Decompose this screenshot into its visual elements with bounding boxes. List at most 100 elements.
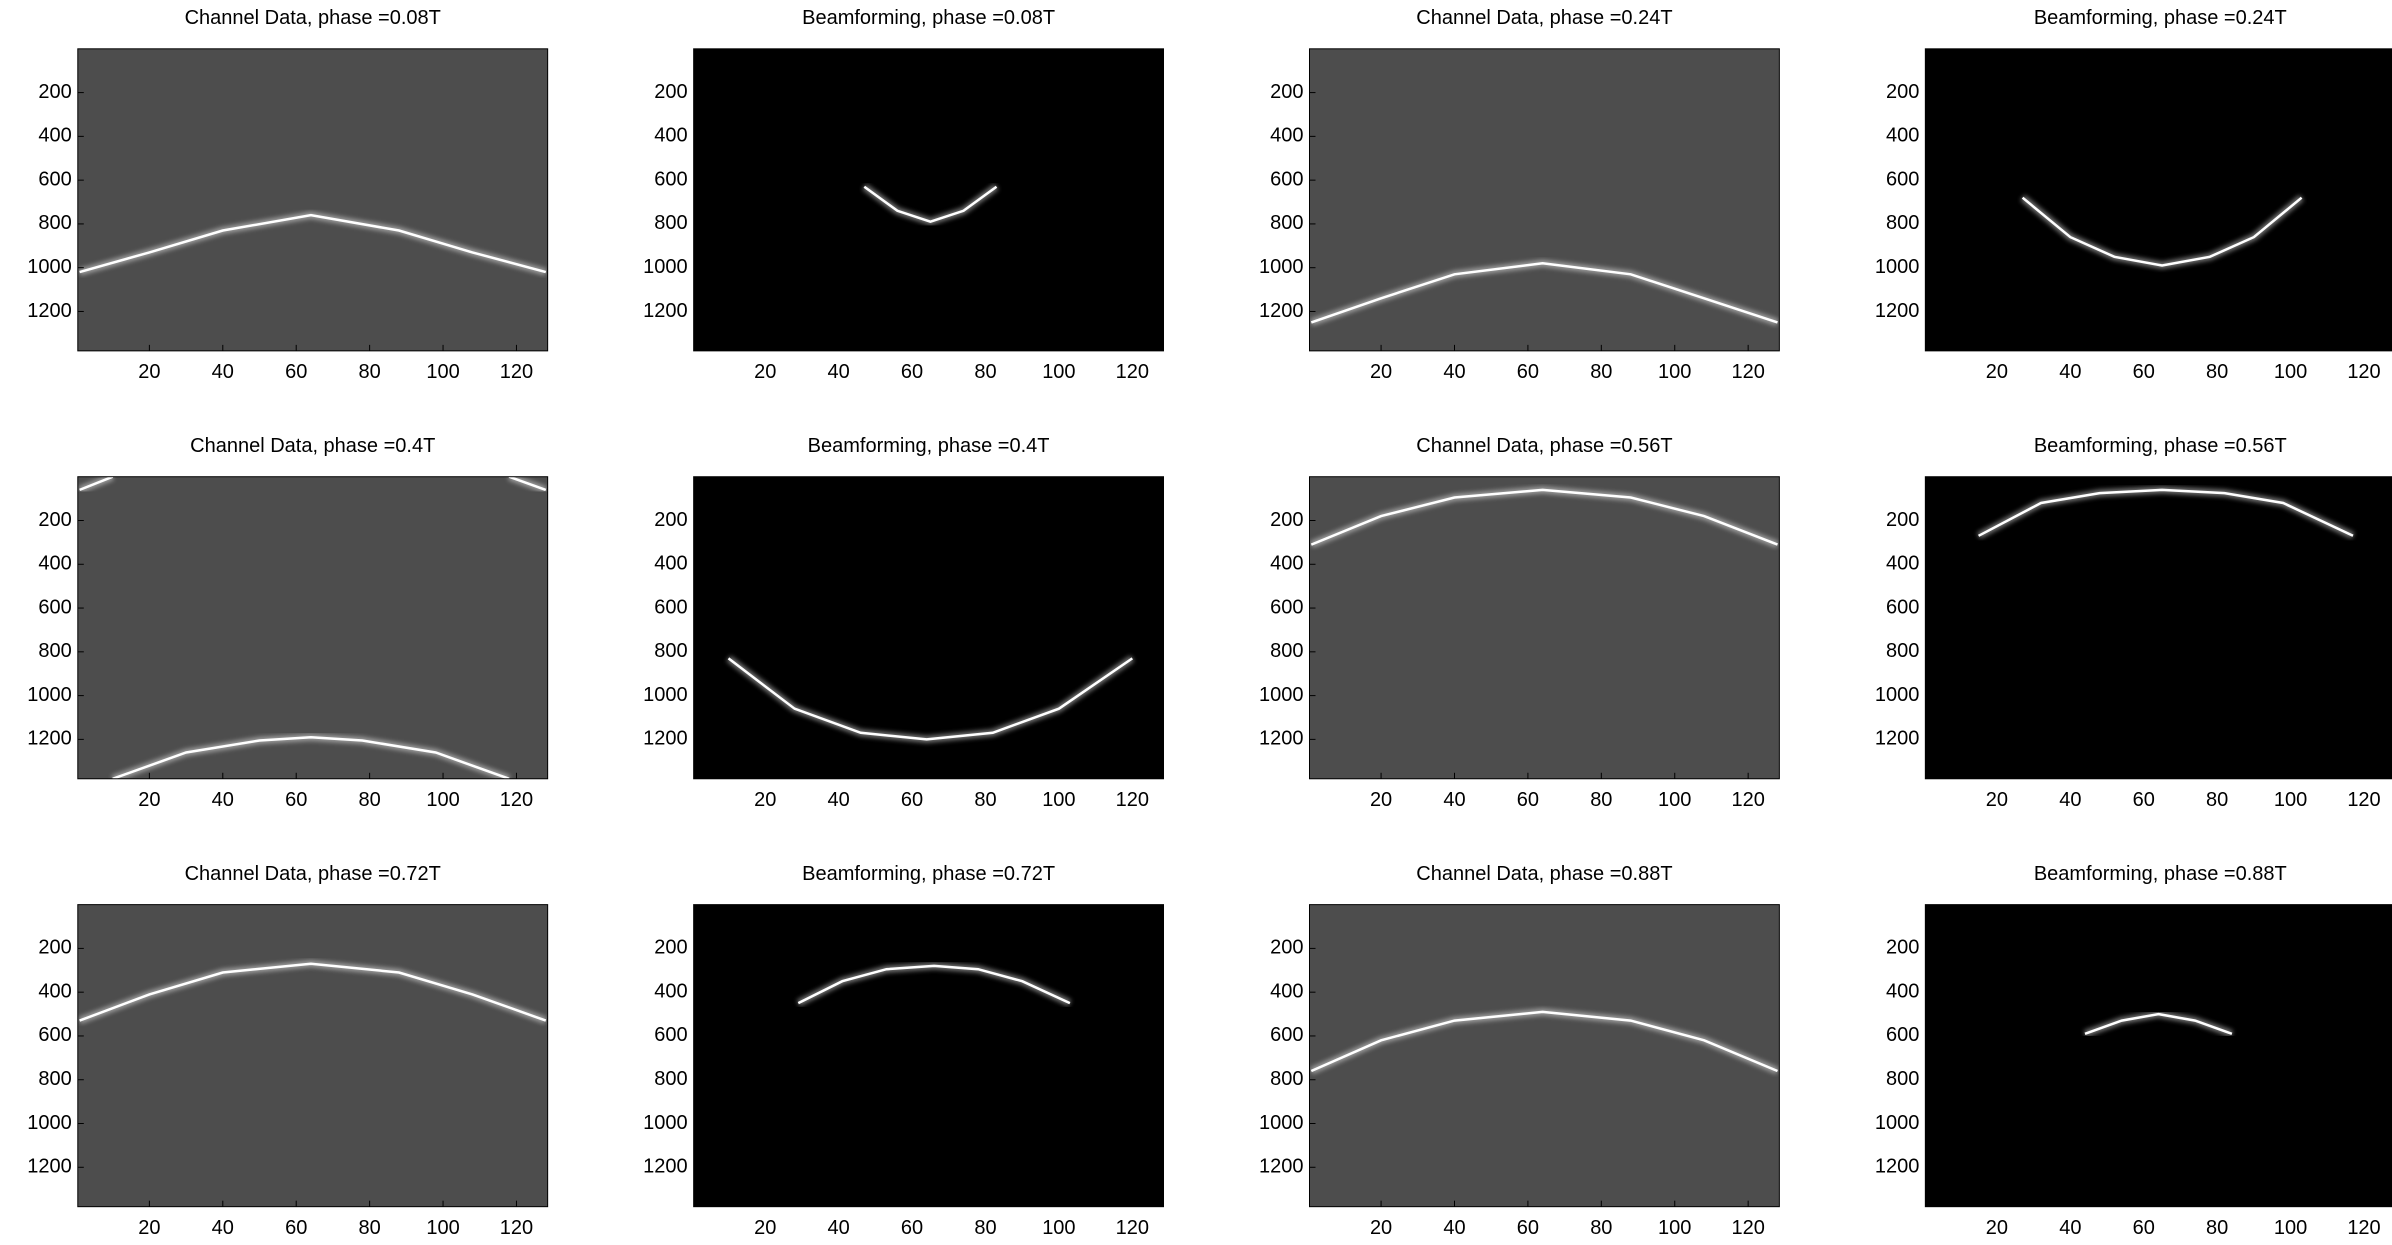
y-tick-label: 800 xyxy=(38,640,71,662)
y-tick-label: 1000 xyxy=(1259,256,1304,278)
x-tick-label: 80 xyxy=(359,361,381,383)
x-tick-label: 120 xyxy=(1731,1217,1764,1239)
x-tick-label: 60 xyxy=(901,789,923,811)
y-tick-label: 800 xyxy=(38,212,71,234)
x-tick-label: 100 xyxy=(1042,361,1075,383)
image-background xyxy=(693,904,1164,1207)
subplot-title: Beamforming, phase =0.4T xyxy=(808,435,1050,457)
y-tick-label: 200 xyxy=(1270,509,1303,531)
x-tick-label: 20 xyxy=(138,361,160,383)
subplot-title: Channel Data, phase =0.56T xyxy=(1416,435,1672,457)
x-tick-label: 100 xyxy=(1042,1217,1075,1239)
curve xyxy=(79,962,547,1022)
y-tick-label: 400 xyxy=(654,980,687,1002)
y-tick-label: 1200 xyxy=(27,300,72,322)
y-tick-label: 1000 xyxy=(643,1112,688,1134)
x-tick-label: 80 xyxy=(2206,789,2228,811)
curve xyxy=(79,476,547,492)
subplot-title: Channel Data, phase =0.4T xyxy=(190,435,435,457)
y-tick-label: 600 xyxy=(1886,596,1919,618)
y-tick-label: 800 xyxy=(1270,640,1303,662)
subplot: Channel Data, phase =0.4T 20 40 60 80 100 120 2… xyxy=(27,435,549,811)
x-tick-label: 40 xyxy=(2059,361,2081,383)
x-tick-label: 120 xyxy=(2347,789,2380,811)
image-background xyxy=(77,48,548,351)
x-tick-label: 100 xyxy=(2274,361,2307,383)
y-tick-label: 1000 xyxy=(1875,256,1920,278)
y-tick-label: 600 xyxy=(654,596,687,618)
subplot: Beamforming, phase =0.88T 20 40 60 80 100 120 2… xyxy=(1875,863,2392,1239)
subplot-title: Beamforming, phase =0.08T xyxy=(802,7,1055,29)
x-tick-label: 40 xyxy=(212,361,234,383)
axes-frame xyxy=(1924,476,2392,780)
image-background xyxy=(1309,476,1780,779)
y-tick-label: 600 xyxy=(38,596,71,618)
y-tick-label: 200 xyxy=(1886,509,1919,531)
x-tick-label: 40 xyxy=(828,361,850,383)
subplot: Beamforming, phase =0.08T 20 40 60 80 100 120 2… xyxy=(643,7,1165,383)
y-tick-label: 1200 xyxy=(1259,1156,1304,1178)
x-tick-label: 100 xyxy=(2274,789,2307,811)
y-tick-label: 600 xyxy=(1270,596,1303,618)
x-tick-label: 120 xyxy=(500,361,533,383)
y-tick-label: 600 xyxy=(1270,168,1303,190)
y-tick-label: 1200 xyxy=(1259,728,1304,750)
image-background xyxy=(77,904,548,1207)
curve xyxy=(112,735,510,779)
x-tick-label: 60 xyxy=(901,1217,923,1239)
x-tick-label: 80 xyxy=(359,789,381,811)
x-tick-label: 60 xyxy=(1517,1217,1539,1239)
x-tick-label: 80 xyxy=(974,361,996,383)
y-tick-label: 1200 xyxy=(27,1156,72,1178)
x-tick-label: 40 xyxy=(1443,361,1465,383)
y-tick-label: 600 xyxy=(1886,168,1919,190)
subplot: Channel Data, phase =0.88T 20 40 60 80 100 120… xyxy=(1259,863,1780,1239)
x-tick-label: 80 xyxy=(974,1217,996,1239)
y-tick-label: 1000 xyxy=(1259,1112,1304,1134)
x-tick-label: 40 xyxy=(1443,789,1465,811)
x-tick-label: 40 xyxy=(212,789,234,811)
x-tick-label: 60 xyxy=(285,789,307,811)
image-background xyxy=(1309,48,1780,351)
x-tick-label: 20 xyxy=(1370,1217,1392,1239)
image-background xyxy=(1309,904,1780,1207)
y-tick-label: 600 xyxy=(654,1024,687,1046)
x-tick-label: 40 xyxy=(1443,1217,1465,1239)
y-tick-label: 600 xyxy=(654,168,687,190)
x-tick-label: 20 xyxy=(1986,789,2008,811)
x-tick-label: 100 xyxy=(1658,361,1691,383)
y-tick-label: 1200 xyxy=(1875,728,1920,750)
y-tick-label: 200 xyxy=(1270,81,1303,103)
subplot: Beamforming, phase =0.72T 20 40 60 80 100 120 2… xyxy=(643,863,1165,1239)
y-tick-label: 400 xyxy=(38,553,71,575)
subplot: Channel Data, phase =0.72T 20 40 60 80 100 120… xyxy=(27,863,549,1239)
y-tick-label: 400 xyxy=(1886,553,1919,575)
y-tick-label: 600 xyxy=(38,1024,71,1046)
curve xyxy=(1310,1010,1778,1073)
subplot-title: Channel Data, phase =0.88T xyxy=(1416,863,1672,885)
subplot-title: Beamforming, phase =0.56T xyxy=(2034,435,2287,457)
y-tick-label: 1000 xyxy=(1875,684,1920,706)
image-background xyxy=(693,476,1164,779)
x-tick-label: 100 xyxy=(426,789,459,811)
x-tick-label: 20 xyxy=(754,1217,776,1239)
subplot-title: Beamforming, phase =0.72T xyxy=(802,863,1055,885)
y-tick-label: 400 xyxy=(1270,980,1303,1002)
subplot: Channel Data, phase =0.24T 20 40 60 80 100 120… xyxy=(1259,7,1780,383)
x-tick-label: 80 xyxy=(2206,361,2228,383)
x-tick-label: 60 xyxy=(2133,1217,2155,1239)
subplot: Beamforming, phase =0.4T 20 40 60 80 100 120 20… xyxy=(643,435,1165,811)
x-tick-label: 120 xyxy=(1116,361,1149,383)
x-tick-label: 60 xyxy=(285,361,307,383)
axes-frame xyxy=(1308,904,1780,1208)
y-tick-label: 1000 xyxy=(27,684,72,706)
x-tick-label: 20 xyxy=(1986,361,2008,383)
curve xyxy=(863,185,998,224)
curve xyxy=(727,657,1134,741)
image-background xyxy=(1925,48,2392,351)
axes-frame xyxy=(693,48,1165,352)
axes-frame xyxy=(693,904,1165,1208)
y-tick-label: 800 xyxy=(1270,212,1303,234)
image-background xyxy=(1925,476,2392,779)
x-tick-label: 20 xyxy=(138,789,160,811)
